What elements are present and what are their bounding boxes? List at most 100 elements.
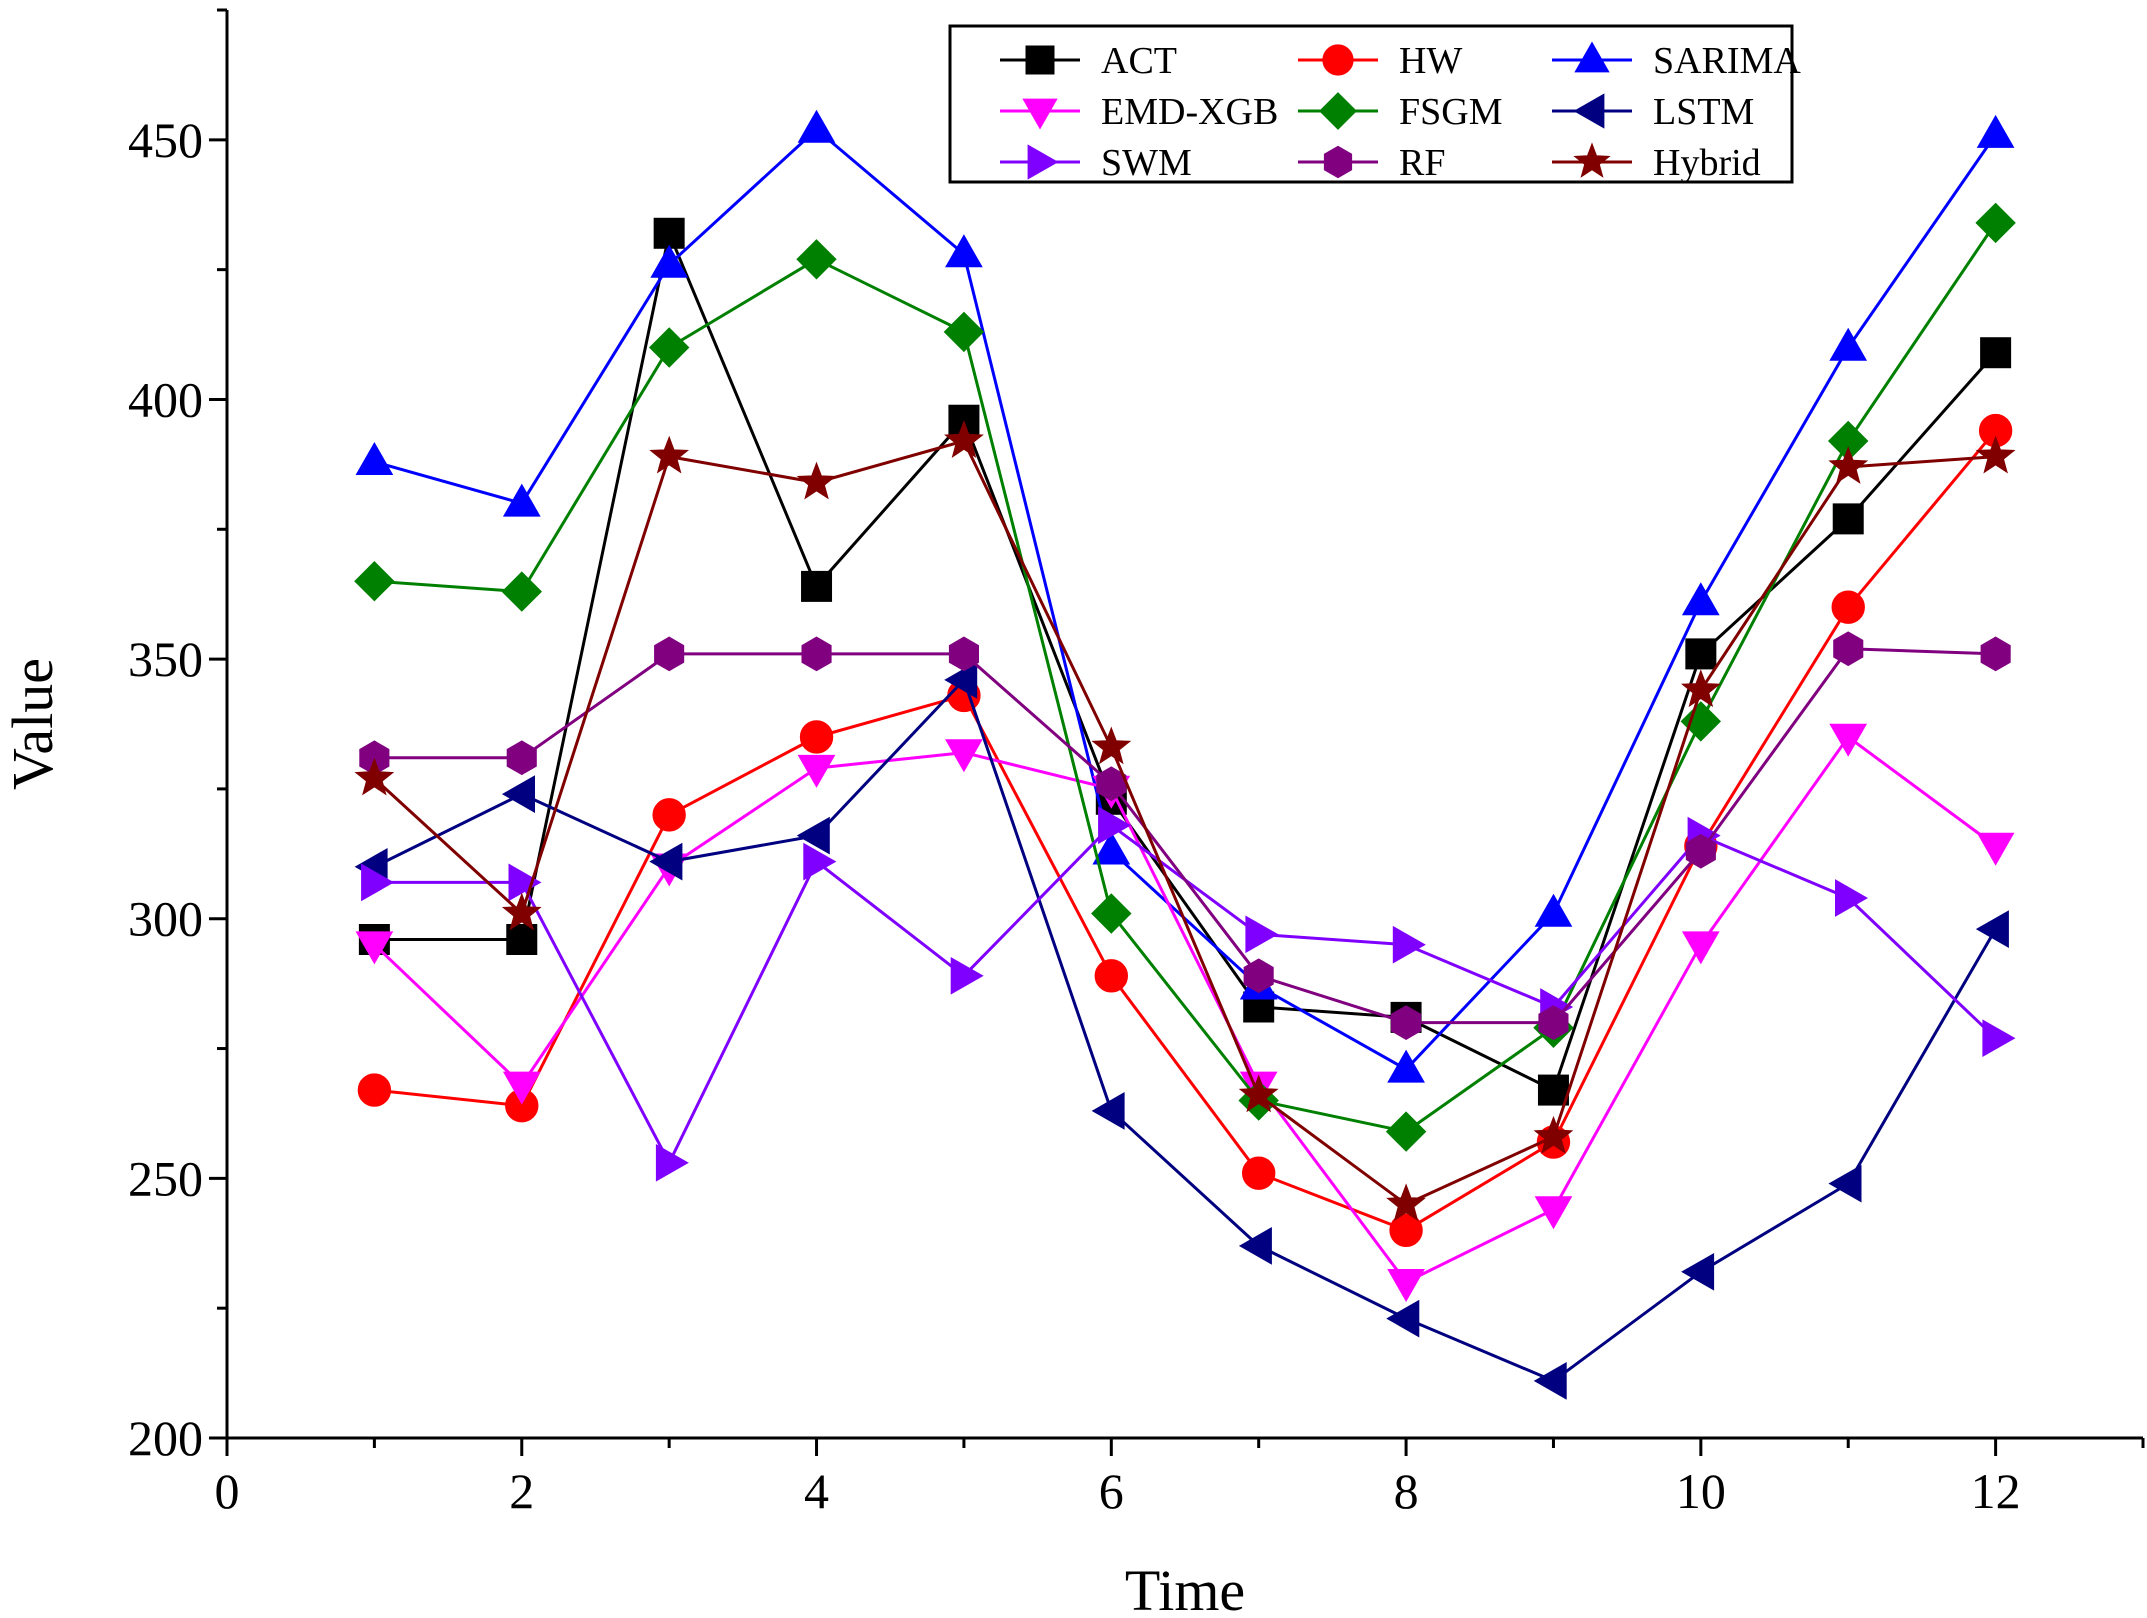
series-line — [373, 127, 1997, 1071]
data-point — [1534, 1196, 1573, 1230]
series-fsgm — [354, 202, 2016, 1152]
data-point — [653, 217, 685, 249]
series-line — [373, 439, 1996, 1206]
data-point — [655, 1143, 689, 1182]
legend-marker — [1027, 144, 1059, 180]
data-point — [796, 816, 830, 855]
data-point — [1387, 1049, 1425, 1083]
data-point — [1389, 1213, 1423, 1247]
data-point — [945, 739, 983, 773]
data-point — [1835, 879, 1869, 917]
data-point — [1680, 701, 1722, 742]
data-point — [354, 560, 395, 602]
legend-marker — [1322, 44, 1354, 76]
y-axis-title: Value — [0, 658, 65, 790]
legend-item: LSTM — [1552, 91, 1754, 133]
data-point — [1243, 958, 1274, 994]
data-point — [506, 740, 537, 776]
data-point — [654, 636, 685, 672]
legend-label: SARIMA — [1653, 40, 1801, 82]
x-axis-title: Time — [1125, 1558, 1245, 1618]
data-point — [1245, 915, 1279, 954]
legend-marker — [1323, 145, 1353, 179]
data-point — [1098, 806, 1132, 845]
data-point — [1828, 1164, 1862, 1203]
data-point — [1829, 327, 1868, 361]
data-point — [355, 441, 394, 475]
data-point — [649, 842, 683, 881]
legend-item: HW — [1298, 40, 1462, 82]
legend-item: SARIMA — [1552, 40, 1801, 82]
legend-item: FSGM — [1298, 91, 1503, 133]
data-point — [1091, 1092, 1125, 1130]
axes: 0 2 4 6 8 10 12 200 250 300 350 400 450 Time Value — [0, 8, 2145, 1618]
x-tick-label: 0 — [215, 1463, 240, 1519]
data-point — [1828, 446, 1869, 484]
data-point — [648, 327, 690, 368]
data-point — [796, 461, 837, 500]
data-point — [1391, 1005, 1422, 1040]
data-point — [361, 863, 395, 902]
data-point — [1975, 910, 2009, 948]
legend-marker — [1319, 92, 1357, 130]
data-point — [1831, 590, 1865, 624]
series-act — [358, 217, 2012, 1106]
legend-item: Hybrid — [1552, 142, 1761, 184]
data-point — [1385, 1111, 1427, 1152]
x-tick-label: 10 — [1676, 1463, 1726, 1519]
data-point — [801, 570, 833, 602]
data-point — [650, 244, 689, 278]
series-line — [374, 823, 1997, 1165]
legend-label: Hybrid — [1653, 142, 1761, 184]
data-point — [1538, 1005, 1569, 1040]
data-point — [1387, 1269, 1425, 1303]
y-tick-label: 400 — [128, 371, 203, 427]
data-point — [1533, 1115, 1574, 1154]
y-tick-label: 350 — [128, 631, 203, 687]
data-point — [1091, 726, 1132, 765]
data-point — [945, 234, 983, 268]
x-tick-label: 6 — [1099, 1463, 1124, 1519]
data-point — [797, 754, 836, 788]
x-tick-label: 4 — [804, 1463, 829, 1519]
data-point — [1533, 1362, 1567, 1400]
y-tick-label: 450 — [128, 112, 203, 168]
data-point — [502, 1071, 541, 1105]
legend: ACT HW SARIMA EMD-XGB FSGM LSTM SWM RF Hybrid — [948, 24, 1801, 184]
legend-item: RF — [1298, 142, 1445, 184]
series-layer — [354, 109, 2016, 1400]
data-point — [944, 420, 984, 458]
data-point — [1685, 833, 1716, 869]
data-point — [1832, 503, 1864, 535]
data-point — [1980, 636, 2011, 672]
data-point — [1680, 669, 1721, 708]
data-point — [1386, 1299, 1420, 1338]
data-point — [506, 923, 538, 955]
data-point — [950, 956, 984, 995]
series-swm — [361, 806, 2016, 1182]
data-point — [354, 757, 395, 796]
data-point — [1091, 893, 1132, 934]
legend-label: HW — [1399, 40, 1462, 82]
data-point — [796, 239, 837, 280]
data-point — [1982, 1019, 2016, 1058]
data-point — [803, 842, 837, 881]
series-rf — [359, 631, 2011, 1040]
data-point — [944, 661, 978, 699]
data-point — [797, 109, 836, 143]
series-lstm — [354, 661, 2009, 1400]
data-point — [502, 483, 541, 517]
data-point — [1829, 723, 1868, 757]
legend-label: SWM — [1101, 142, 1192, 184]
series-hybrid — [354, 420, 2016, 1222]
legend-marker — [1573, 142, 1611, 178]
series-emd-xgb — [355, 723, 2015, 1303]
data-point — [652, 798, 686, 832]
x-tick-label: 8 — [1394, 1463, 1419, 1519]
data-point — [1092, 831, 1131, 865]
data-point — [1534, 893, 1573, 927]
data-point — [1976, 114, 2015, 148]
data-point — [801, 636, 832, 672]
x-tick-label: 12 — [1971, 1463, 2021, 1519]
